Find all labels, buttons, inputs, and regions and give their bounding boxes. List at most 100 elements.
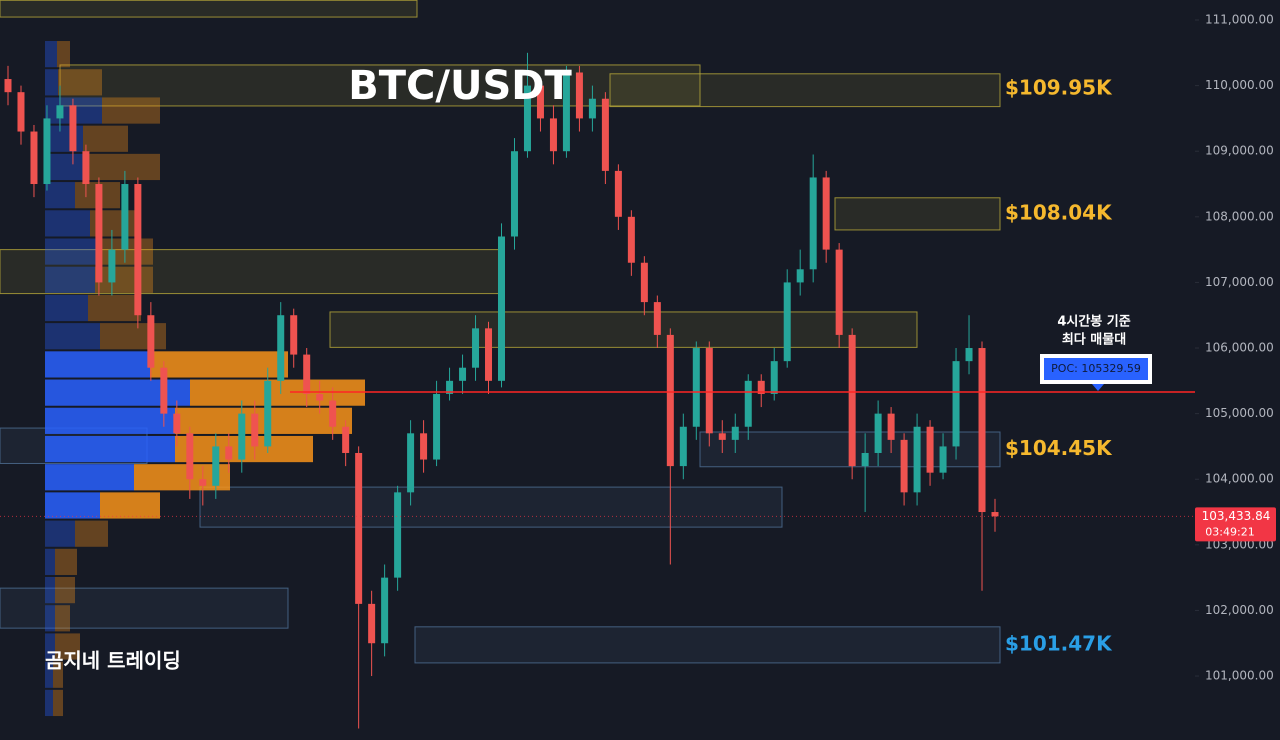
profile-buy <box>45 125 83 152</box>
candle-body <box>770 361 778 394</box>
profile-buy <box>45 153 83 181</box>
profile-buy <box>45 41 57 68</box>
zone <box>0 587 289 629</box>
profile-buy <box>45 294 88 322</box>
profile-buy <box>45 520 75 547</box>
candle-body <box>666 334 674 467</box>
candle-body <box>640 262 648 303</box>
candle-body <box>822 177 830 250</box>
profile-buy <box>45 266 95 293</box>
candle-body <box>121 184 129 250</box>
candle-body <box>926 426 934 473</box>
candle-body <box>614 170 622 217</box>
candle-body <box>368 603 376 644</box>
candle-body <box>329 400 337 427</box>
poc-box-inner <box>1044 358 1148 381</box>
zone <box>329 311 918 348</box>
zone <box>0 0 418 18</box>
candle-body <box>30 131 38 185</box>
profile-buy <box>45 492 100 519</box>
profile-buy <box>45 210 90 237</box>
candle-body <box>381 577 389 644</box>
zone <box>834 197 1001 231</box>
profile-buy <box>45 351 150 378</box>
profile-buy <box>45 435 175 463</box>
candle-body <box>472 328 480 368</box>
candle-body <box>965 348 973 362</box>
candle-body <box>251 413 259 447</box>
candle-body <box>82 151 90 185</box>
candle-body <box>887 413 895 440</box>
y-tick-label: 111,000.00 <box>1205 13 1274 27</box>
countdown: 03:49:21 <box>1205 525 1254 538</box>
profile-sell <box>55 605 70 632</box>
candle-body <box>588 98 596 119</box>
profile-buy <box>45 464 134 491</box>
candle-body <box>459 367 467 381</box>
profile-buy <box>45 576 55 604</box>
candle-body <box>718 433 726 440</box>
watermark: 곰지네 트레이딩 <box>45 649 181 673</box>
candle-body <box>900 439 908 493</box>
zone <box>0 249 501 295</box>
candle-body <box>446 380 454 394</box>
poc-pointer <box>1092 384 1104 392</box>
candle-body <box>147 315 155 368</box>
candle-body <box>4 79 12 93</box>
candle-body <box>394 492 402 578</box>
profile-sell <box>75 520 108 547</box>
profile-sell <box>58 69 102 96</box>
candle-body <box>731 426 739 440</box>
candle-body <box>407 433 415 493</box>
candle-body <box>796 269 804 283</box>
candle-body <box>316 393 324 401</box>
candle-body <box>485 328 493 381</box>
candle-body <box>108 249 116 283</box>
y-tick-label: 102,000.00 <box>1205 603 1274 617</box>
candle-body <box>510 151 518 237</box>
profile-buy <box>45 689 53 717</box>
poc-note: 최다 매물대 <box>1062 332 1126 348</box>
profile-buy <box>45 407 175 434</box>
current-price-tag <box>1195 507 1276 542</box>
candle-body <box>601 98 609 171</box>
candle-body <box>56 105 64 119</box>
candle-body <box>744 380 752 427</box>
candle-body <box>536 85 544 119</box>
candle-body <box>549 118 557 152</box>
candle-body <box>186 433 194 480</box>
profile-buy <box>45 323 100 350</box>
profile-sell <box>55 633 80 660</box>
profile-sell <box>83 153 160 181</box>
profile-buy <box>45 182 75 209</box>
candle-body <box>575 72 583 119</box>
chart-title: BTC/USDT <box>348 63 572 109</box>
candle-body <box>991 512 999 517</box>
candle-body <box>627 216 635 263</box>
y-tick-label: 109,000.00 <box>1205 144 1274 158</box>
candle-body <box>562 72 570 152</box>
candle-body <box>783 282 791 362</box>
profile-sell <box>95 266 153 293</box>
profile-sell <box>150 351 288 378</box>
profile-sell <box>88 294 141 322</box>
profile-buy <box>45 238 100 265</box>
zone <box>609 73 1001 108</box>
candle-body <box>809 177 817 270</box>
candle-body <box>173 413 181 434</box>
candle-body <box>17 92 25 132</box>
profile-sell <box>55 548 77 575</box>
candle-body <box>69 105 77 152</box>
candle-body <box>939 446 947 473</box>
candle-body <box>277 315 285 381</box>
profile-buy <box>45 69 58 96</box>
candle-body <box>95 184 103 283</box>
profile-sell <box>53 661 63 688</box>
profile-buy <box>45 548 55 575</box>
current-price-label: 103,433.84 <box>1202 509 1271 523</box>
candle-body <box>705 348 713 434</box>
zone <box>199 486 783 528</box>
candle-body <box>420 433 428 460</box>
zone <box>414 626 1001 664</box>
candle-body <box>679 426 687 467</box>
